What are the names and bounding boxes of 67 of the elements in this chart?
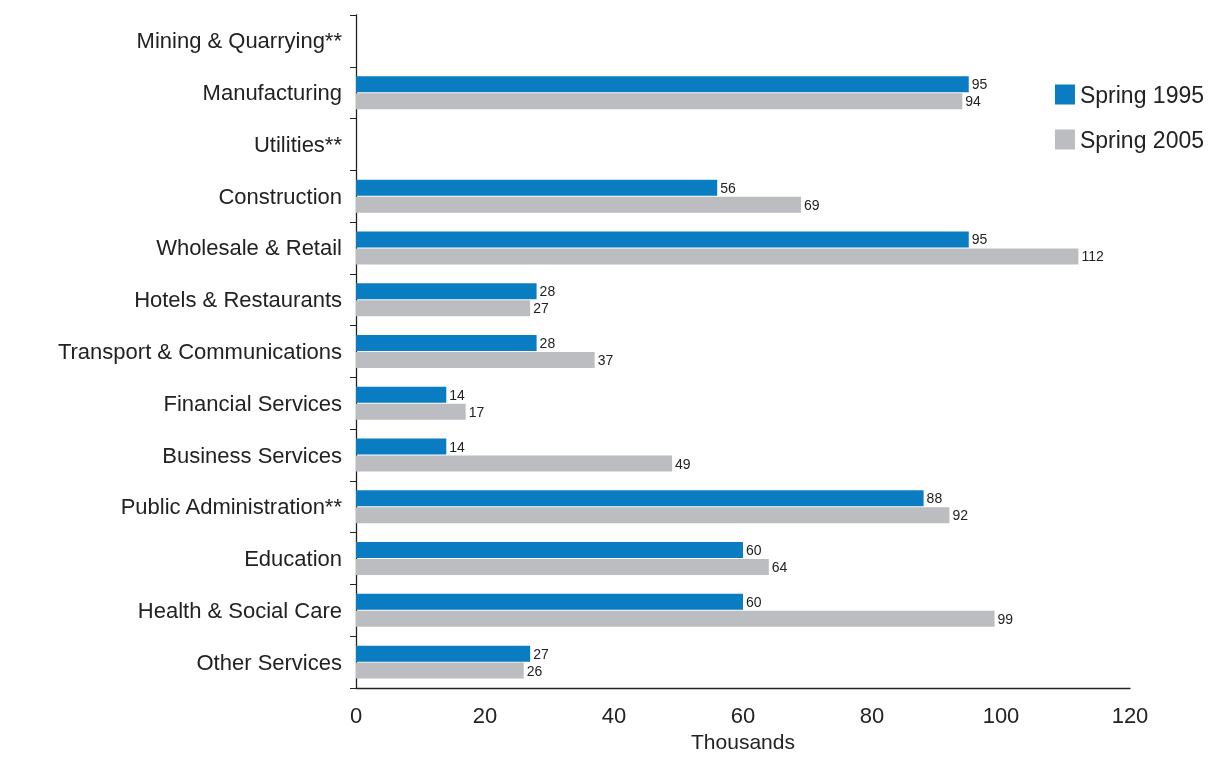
- data-label: 94: [965, 93, 982, 110]
- bar: [356, 593, 743, 610]
- legend-label: Spring 1995: [1079, 81, 1205, 108]
- bar: [356, 93, 963, 110]
- x-tick-label: 60: [730, 702, 756, 728]
- bar: [356, 645, 531, 662]
- y-tick-label: Hotels & Restaurants: [134, 287, 342, 313]
- data-label: 49: [675, 455, 691, 472]
- y-tick-label: Construction: [218, 183, 342, 209]
- data-label: 17: [468, 403, 485, 420]
- bar: [356, 610, 995, 627]
- y-tick-label: Mining & Quarrying**: [136, 28, 343, 54]
- data-label: 14: [449, 438, 466, 455]
- y-tick-label: Education: [244, 546, 342, 572]
- legend-label: Spring 2005: [1079, 126, 1205, 153]
- x-tick-label: 120: [1111, 702, 1149, 728]
- y-tick-label: Financial Services: [163, 390, 342, 416]
- x-tick-label: 40: [601, 702, 627, 728]
- data-label: 88: [926, 490, 943, 507]
- bar: [356, 455, 673, 472]
- x-tick-label: 100: [982, 702, 1020, 728]
- x-tick-label: 20: [472, 702, 498, 728]
- bar: [356, 438, 447, 455]
- data-label: 28: [539, 335, 556, 352]
- bar: [356, 351, 595, 368]
- data-label: 37: [597, 351, 614, 368]
- bar: [356, 403, 466, 420]
- data-label: 69: [804, 196, 820, 213]
- bar: [356, 662, 524, 679]
- data-label: 64: [771, 559, 788, 576]
- data-label: 95: [971, 231, 988, 248]
- data-label: 60: [746, 542, 762, 559]
- y-tick-label: Manufacturing: [202, 80, 342, 106]
- bar: [356, 490, 924, 507]
- data-label: 99: [997, 610, 1014, 627]
- x-tick-label: 0: [349, 702, 363, 728]
- bar: [356, 386, 447, 403]
- y-tick-label: Business Services: [162, 442, 342, 468]
- data-label: 92: [952, 507, 969, 524]
- bar: [356, 507, 950, 524]
- y-tick-label: Other Services: [196, 649, 342, 675]
- data-label: 26: [526, 662, 543, 679]
- y-tick-label: Utilities**: [253, 131, 343, 157]
- bar: [356, 559, 769, 576]
- y-tick-label: Transport & Communications: [57, 339, 342, 364]
- y-tick-label: Public Administration**: [120, 494, 343, 520]
- data-label: 14: [449, 386, 466, 403]
- bar: [356, 179, 718, 196]
- x-axis-title: Thousands: [691, 729, 795, 753]
- data-label: 60: [746, 593, 762, 610]
- bar: [356, 248, 1079, 265]
- x-tick-label: 80: [859, 702, 885, 728]
- bar: [356, 231, 969, 248]
- y-tick-label: Health & Social Care: [137, 597, 342, 623]
- data-label: 112: [1081, 248, 1104, 265]
- bar: [356, 300, 531, 317]
- data-label: 56: [720, 179, 736, 196]
- bar: [356, 542, 743, 559]
- bar: [356, 196, 802, 213]
- bar: [356, 76, 969, 93]
- data-label: 28: [539, 283, 556, 300]
- data-label: 27: [533, 300, 549, 317]
- data-label: 95: [971, 76, 988, 93]
- bar: [356, 283, 537, 300]
- bar: [356, 335, 537, 352]
- y-tick-label: Wholesale & Retail: [156, 235, 342, 261]
- data-label: 27: [533, 645, 549, 662]
